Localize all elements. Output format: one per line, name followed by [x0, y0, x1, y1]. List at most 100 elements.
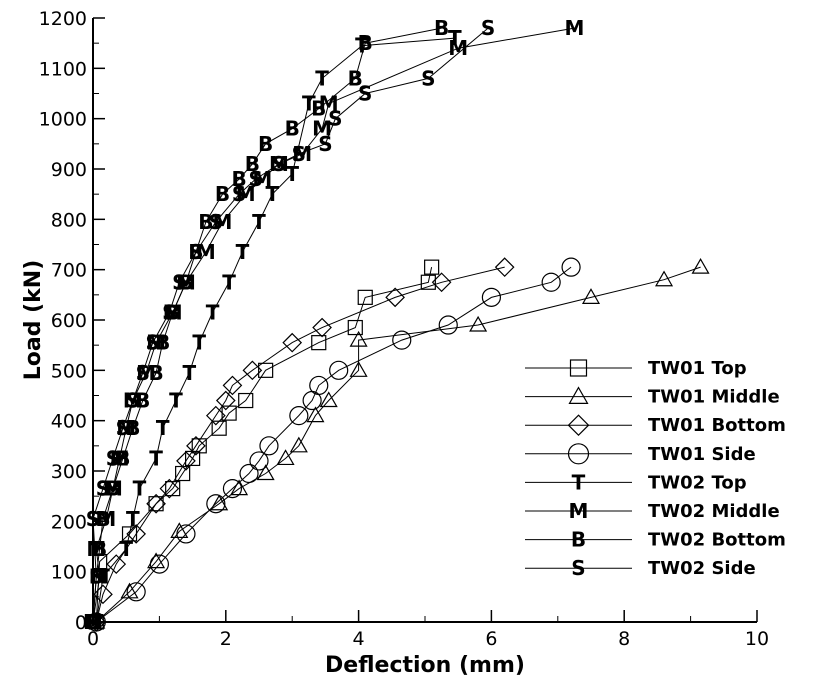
data-point-label: T	[192, 331, 206, 355]
legend-label: TW02 Top	[648, 472, 747, 493]
data-point	[312, 317, 332, 338]
data-point-label: B	[215, 182, 230, 206]
y-axis-title: Load (kN)	[21, 260, 46, 381]
data-point-label: B	[285, 117, 300, 141]
data-point-label: S	[116, 416, 130, 440]
data-point-label: M	[90, 565, 110, 589]
data-point-label: T	[206, 300, 220, 324]
data-point-label: T	[169, 389, 183, 413]
data-point-label: M	[86, 537, 106, 561]
y-tick-label: 0	[75, 612, 87, 634]
x-axis-title: Deflection (mm)	[325, 653, 525, 678]
data-point	[210, 494, 229, 511]
data-point	[289, 406, 309, 426]
data-point-label: T	[222, 270, 236, 294]
legend-label: TW01 Middle	[648, 387, 780, 408]
data-point	[567, 443, 590, 465]
y-tick-label: 200	[51, 511, 87, 533]
x-tick-label: 2	[220, 628, 232, 650]
data-point-label: B	[348, 66, 363, 90]
data-point-label: S	[248, 167, 262, 191]
data-point-label: M	[448, 36, 468, 60]
data-point-label: M	[292, 142, 312, 166]
series-tw01-top	[88, 259, 440, 630]
data-point	[258, 362, 274, 378]
data-point-label: T	[285, 162, 299, 186]
data-point	[309, 375, 329, 396]
data-point-label: B	[125, 416, 140, 440]
data-point	[149, 554, 169, 574]
data-point-label: B	[95, 507, 110, 531]
x-ticks: 0 2 4 6 8 10	[87, 610, 769, 650]
data-point	[93, 584, 113, 605]
data-point	[289, 436, 308, 453]
data-point	[222, 479, 243, 499]
data-point-label: T	[448, 26, 462, 50]
data-point	[242, 360, 263, 381]
data-point-label: B	[358, 31, 373, 55]
data-point	[256, 464, 275, 481]
data-point	[385, 287, 405, 308]
data-point-label: S	[162, 300, 176, 324]
y-tick-label: 400	[51, 411, 87, 433]
data-point-label: M	[564, 16, 584, 40]
data-point-label: M	[213, 210, 233, 234]
data-point	[481, 287, 501, 307]
data-point	[311, 335, 327, 351]
legend-label: TW02 Bottom	[648, 530, 786, 551]
data-point	[126, 582, 146, 602]
data-point-label: T	[126, 507, 140, 531]
data-point-label: B	[165, 300, 180, 324]
series-line	[92, 27, 442, 623]
legend-entry: T TW02 Top	[525, 470, 747, 494]
data-point-label: S	[481, 16, 495, 40]
data-point	[259, 436, 279, 456]
data-point	[424, 259, 440, 275]
series-tw01-side	[86, 257, 581, 632]
data-point	[215, 390, 236, 411]
data-point	[420, 274, 436, 290]
y-tick-label: 700	[51, 260, 87, 282]
data-point	[176, 524, 196, 544]
y-ticks: 0 100 200 300 400 500 600 700 800 900 1000 1100 1200	[39, 8, 105, 634]
legend-label: TW02 Side	[648, 558, 756, 579]
series-line	[95, 266, 433, 623]
x-tick-label: 0	[87, 628, 99, 650]
data-point	[469, 315, 488, 332]
series-line	[95, 266, 505, 623]
series-tw02-bottom: BBBBBBBBBBBBBBBBBBBBBBB	[85, 16, 449, 634]
data-point-label: B	[115, 446, 130, 470]
legend-entry: M TW02 Middle	[525, 499, 780, 523]
data-point-label: B	[434, 16, 449, 40]
data-point-label: T	[156, 416, 170, 440]
data-point	[691, 257, 710, 274]
data-point	[567, 414, 590, 437]
data-point-label: T	[302, 92, 316, 116]
data-point	[306, 406, 325, 423]
y-tick-label: 1100	[39, 58, 87, 80]
data-point	[239, 463, 259, 484]
legend-entry: TW01 Top	[525, 358, 747, 379]
data-point-label: T	[265, 182, 279, 206]
data-point-label: B	[155, 331, 170, 355]
data-point-label: S	[89, 565, 103, 589]
data-point	[170, 522, 189, 539]
y-tick-label: 900	[51, 159, 87, 181]
data-point-label: S	[136, 361, 150, 385]
data-point-label: S	[172, 270, 186, 294]
y-tick-label: 500	[51, 360, 87, 382]
data-point	[357, 289, 373, 305]
data-point-label: M	[569, 499, 589, 523]
data-point	[431, 272, 452, 293]
legend-entry: TW01 Middle	[525, 386, 780, 408]
data-point-label: S	[292, 142, 306, 166]
series-tw01-bottom	[86, 257, 515, 632]
data-point-label: M	[312, 117, 332, 141]
data-point-label: B	[105, 477, 120, 501]
x-tick-label: 6	[485, 628, 497, 650]
data-point-label: T	[149, 446, 163, 470]
data-point-label: B	[231, 167, 246, 191]
data-point-label: T	[572, 470, 586, 494]
